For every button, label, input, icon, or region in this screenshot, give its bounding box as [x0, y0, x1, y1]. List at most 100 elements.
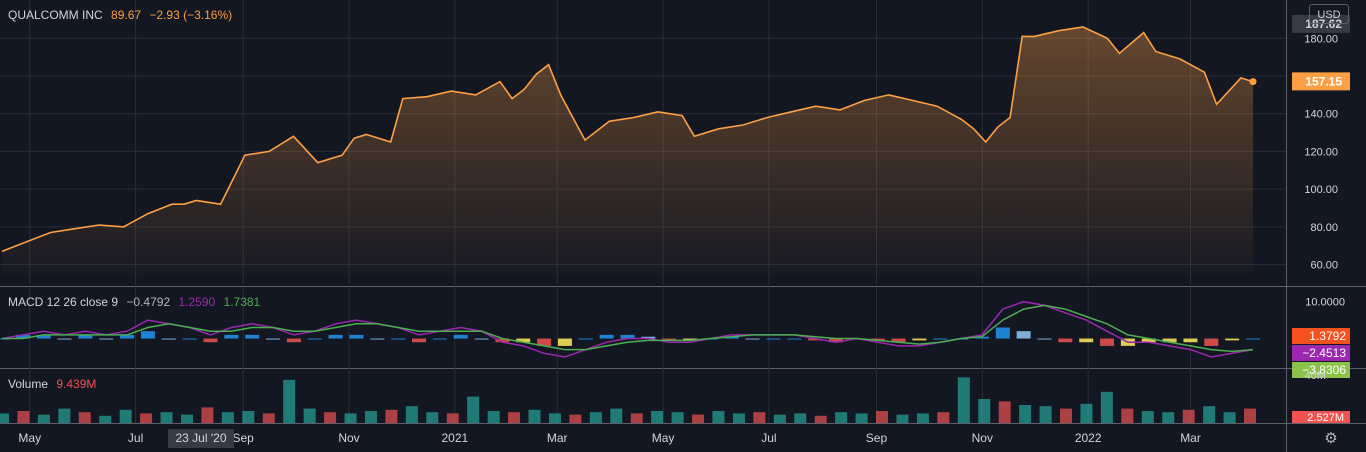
gear-icon[interactable]: ⚙	[1324, 430, 1338, 447]
price-area-fill	[2, 27, 1253, 274]
volume-bar	[99, 415, 112, 423]
volume-bar	[1203, 406, 1216, 423]
macd-histogram-bar	[724, 336, 739, 339]
macd-histogram-bar	[1204, 338, 1219, 346]
macd-histogram-bar	[766, 338, 781, 340]
volume-bar	[896, 414, 909, 423]
volume-bar	[160, 412, 173, 423]
volume-legend: Volume 9.439M	[8, 377, 101, 391]
macd-histogram-bar	[1079, 338, 1094, 343]
volume-bar	[58, 408, 71, 423]
x-tick-label: Jul	[761, 431, 776, 445]
macd-histogram-bar	[1246, 338, 1260, 340]
macd-histogram-bar	[620, 334, 635, 339]
macd-value-badge: −3.8306	[1302, 363, 1346, 377]
last-price-label: 157.15	[1305, 74, 1342, 88]
volume-bar	[773, 414, 786, 423]
volume-bar	[569, 414, 582, 423]
volume-bar	[180, 414, 193, 423]
volume-bar	[916, 413, 929, 423]
volume-bar	[0, 413, 9, 423]
macd-hist-value: −0.4792	[126, 295, 171, 309]
signal-line	[2, 304, 1254, 353]
macd-line	[1, 300, 1254, 358]
macd-histogram-bar	[224, 334, 239, 339]
currency-button[interactable]: USD	[1309, 4, 1349, 24]
macd-histogram-bar	[641, 336, 656, 339]
macd-histogram-bar	[1100, 338, 1115, 346]
price-change: −2.93 (−3.16%)	[149, 8, 233, 22]
price-legend: QUALCOMM INC 89.67 −2.93 (−3.16%)	[8, 8, 237, 22]
volume-bar	[835, 412, 848, 423]
volume-bar	[426, 412, 439, 423]
volume-bar	[794, 413, 807, 423]
price-pane[interactable]	[1, 26, 1257, 274]
crosshair-date-label: 23 Jul '20	[168, 429, 234, 448]
y-tick-label: 140.00	[1304, 109, 1338, 121]
volume-bar	[1060, 408, 1073, 423]
macd-histogram-bar	[349, 334, 364, 339]
volume-bar	[1141, 411, 1154, 423]
volume-bar	[1039, 406, 1052, 423]
volume-bar	[528, 409, 541, 423]
x-tick-label: May	[18, 431, 41, 445]
volume-bar	[1019, 405, 1032, 423]
macd-histogram-bar	[412, 338, 426, 343]
macd-histogram-bar	[933, 338, 948, 340]
volume-last-badge-bg	[1292, 411, 1350, 423]
volume-bar	[303, 408, 316, 423]
volume-bar	[262, 413, 275, 423]
x-tick-label: Nov	[338, 431, 359, 445]
volume-label: Volume	[8, 377, 49, 391]
macd-histogram-bar	[829, 338, 843, 343]
x-tick-label: Nov	[972, 431, 993, 445]
volume-bar	[364, 411, 377, 423]
macd-histogram-bar	[745, 338, 760, 340]
macd-histogram-bar	[578, 338, 593, 340]
volume-bar	[283, 379, 296, 423]
macd-histogram-bar	[891, 338, 906, 343]
symbol-name: QUALCOMM INC	[8, 8, 103, 22]
volume-bar	[610, 408, 623, 423]
macd-histogram-bar	[140, 331, 155, 339]
volume-bar	[324, 412, 337, 423]
last-price: 89.67	[111, 8, 142, 22]
y-tick-label: 120.00	[1304, 146, 1338, 158]
volume-bar	[78, 412, 91, 423]
x-tick-label: Sep	[232, 431, 254, 445]
volume-bar	[1162, 412, 1175, 423]
volume-bar	[630, 413, 643, 423]
macd-legend: MACD 12 26 close 9 −0.4792 1.2590 1.7381	[8, 295, 265, 309]
macd-histogram-bar	[1141, 338, 1156, 343]
macd-histogram-bar	[161, 338, 176, 340]
macd-value-badge: −2.4513	[1302, 346, 1346, 360]
volume-bar	[937, 412, 950, 423]
macd-histogram-bar	[495, 338, 510, 343]
y-tick-label: 80.00	[1310, 222, 1338, 234]
axis-labels: 60.0080.00100.00120.00140.00160.00180.00…	[18, 14, 1350, 445]
macd-histogram-bar	[286, 338, 301, 343]
macd-histogram-bar	[683, 338, 698, 341]
macd-value-badge-bg	[1292, 345, 1350, 361]
x-tick-label: Mar	[547, 431, 568, 445]
volume-bar	[405, 406, 418, 423]
macd-histogram-bar	[995, 327, 1010, 339]
x-tick-label: May	[652, 431, 675, 445]
macd-histogram-bar	[307, 338, 322, 340]
macd-histogram-bar	[474, 338, 489, 340]
macd-histogram-bar	[78, 334, 93, 339]
macd-histogram-bar	[57, 338, 72, 340]
volume-bar	[651, 411, 664, 423]
macd-histogram-bar	[1037, 338, 1052, 340]
last-price-label-bg	[1292, 72, 1350, 91]
volume-bar	[712, 411, 725, 423]
volume-last-badge: 2.527M	[1307, 412, 1344, 424]
volume-bar	[385, 409, 398, 423]
macd-histogram-bar	[453, 334, 468, 339]
volume-bar	[548, 413, 561, 423]
x-tick-label: Jul	[128, 431, 143, 445]
volume-pane[interactable]	[0, 377, 1256, 423]
macd-pane[interactable]	[0, 300, 1260, 358]
volume-bar	[855, 413, 868, 423]
